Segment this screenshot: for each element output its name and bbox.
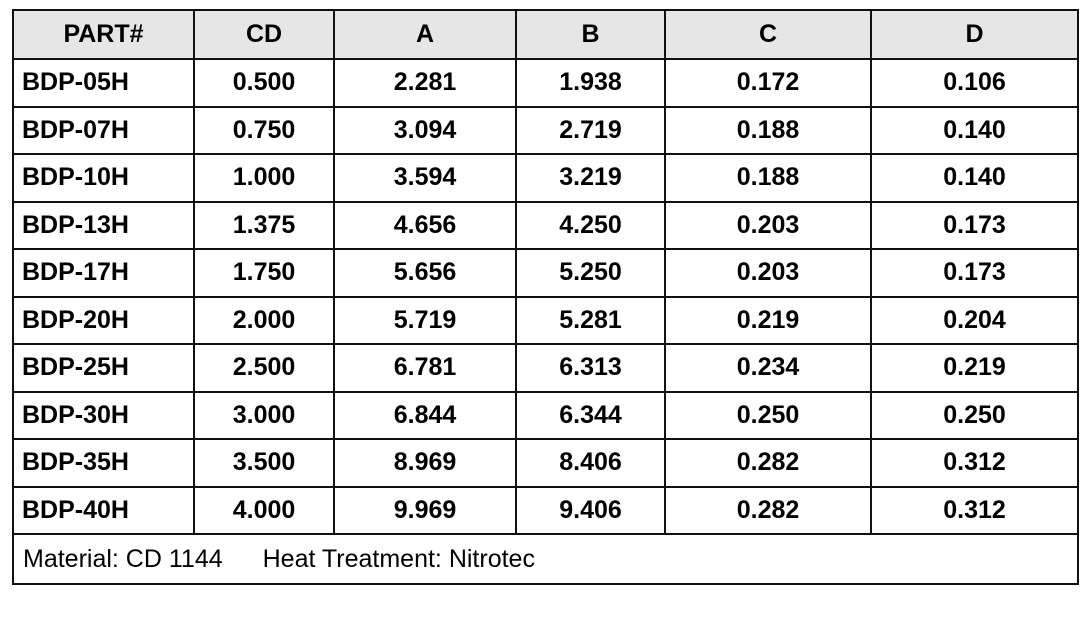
cell-a: 3.094 (333, 105, 517, 155)
table-body: BDP-05H 0.500 2.281 1.938 0.172 0.106 BDP-07H 0… (12, 58, 1079, 535)
cell-d: 0.219 (870, 343, 1079, 393)
cell-a: 9.969 (333, 485, 517, 535)
cell-d: 0.140 (870, 105, 1079, 155)
cell-part-number: BDP-40H (12, 485, 195, 535)
cell-part-number: BDP-07H (12, 105, 195, 155)
cell-cd: 2.000 (193, 295, 335, 345)
column-header-d: D (870, 9, 1079, 60)
cell-b: 4.250 (515, 200, 666, 250)
cell-c: 0.203 (664, 200, 872, 250)
cell-b: 6.344 (515, 390, 666, 440)
table-row: BDP-30H 3.000 6.844 6.344 0.250 0.250 (12, 390, 1079, 440)
cell-c: 0.172 (664, 58, 872, 108)
cell-b: 1.938 (515, 58, 666, 108)
material-text: Material: CD 1144 (23, 544, 223, 573)
cell-a: 2.281 (333, 58, 517, 108)
cell-d: 0.204 (870, 295, 1079, 345)
cell-cd: 1.750 (193, 248, 335, 298)
cell-a: 3.594 (333, 153, 517, 203)
cell-a: 5.656 (333, 248, 517, 298)
cell-cd: 3.000 (193, 390, 335, 440)
cell-d: 0.312 (870, 438, 1079, 488)
cell-d: 0.106 (870, 58, 1079, 108)
footer-row: Material: CD 1144 Heat Treatment: Nitrote… (12, 533, 1079, 585)
cell-b: 5.281 (515, 295, 666, 345)
cell-d: 0.140 (870, 153, 1079, 203)
cell-part-number: BDP-25H (12, 343, 195, 393)
cell-cd: 3.500 (193, 438, 335, 488)
cell-cd: 1.000 (193, 153, 335, 203)
cell-d: 0.173 (870, 248, 1079, 298)
cell-c: 0.188 (664, 153, 872, 203)
cell-a: 6.844 (333, 390, 517, 440)
column-header-cd: CD (193, 9, 335, 60)
cell-part-number: BDP-13H (12, 200, 195, 250)
table-row: BDP-10H 1.000 3.594 3.219 0.188 0.140 (12, 153, 1079, 203)
cell-part-number: BDP-10H (12, 153, 195, 203)
cell-d: 0.250 (870, 390, 1079, 440)
cell-b: 6.313 (515, 343, 666, 393)
material-note: Material: CD 1144 Heat Treatment: Nitrote… (12, 533, 1079, 585)
header-row: PART# CD A B C D (12, 9, 1079, 60)
cell-c: 0.188 (664, 105, 872, 155)
cell-cd: 4.000 (193, 485, 335, 535)
cell-cd: 2.500 (193, 343, 335, 393)
cell-b: 5.250 (515, 248, 666, 298)
heat-treatment-text: Heat Treatment: Nitrotec (262, 544, 535, 573)
cell-c: 0.203 (664, 248, 872, 298)
table-row: BDP-35H 3.500 8.969 8.406 0.282 0.312 (12, 438, 1079, 488)
cell-d: 0.173 (870, 200, 1079, 250)
parts-spec-table: PART# CD A B C D BDP-05H 0.500 2.281 1.938 0… (12, 9, 1079, 585)
cell-c: 0.282 (664, 485, 872, 535)
table-row: BDP-07H 0.750 3.094 2.719 0.188 0.140 (12, 105, 1079, 155)
cell-c: 0.234 (664, 343, 872, 393)
table-row: BDP-40H 4.000 9.969 9.406 0.282 0.312 (12, 485, 1079, 535)
table-row: BDP-20H 2.000 5.719 5.281 0.219 0.204 (12, 295, 1079, 345)
column-header-b: B (515, 9, 666, 60)
table-row: BDP-13H 1.375 4.656 4.250 0.203 0.173 (12, 200, 1079, 250)
cell-c: 0.282 (664, 438, 872, 488)
cell-c: 0.219 (664, 295, 872, 345)
cell-cd: 0.500 (193, 58, 335, 108)
cell-part-number: BDP-35H (12, 438, 195, 488)
column-header-a: A (333, 9, 517, 60)
table-row: BDP-05H 0.500 2.281 1.938 0.172 0.106 (12, 58, 1079, 108)
cell-part-number: BDP-20H (12, 295, 195, 345)
cell-a: 4.656 (333, 200, 517, 250)
cell-a: 6.781 (333, 343, 517, 393)
cell-b: 2.719 (515, 105, 666, 155)
cell-b: 3.219 (515, 153, 666, 203)
cell-b: 8.406 (515, 438, 666, 488)
cell-cd: 1.375 (193, 200, 335, 250)
cell-part-number: BDP-05H (12, 58, 195, 108)
table-row: BDP-25H 2.500 6.781 6.313 0.234 0.219 (12, 343, 1079, 393)
cell-a: 5.719 (333, 295, 517, 345)
table-row: BDP-17H 1.750 5.656 5.250 0.203 0.173 (12, 248, 1079, 298)
cell-a: 8.969 (333, 438, 517, 488)
cell-part-number: BDP-30H (12, 390, 195, 440)
cell-part-number: BDP-17H (12, 248, 195, 298)
cell-c: 0.250 (664, 390, 872, 440)
column-header-c: C (664, 9, 872, 60)
cell-cd: 0.750 (193, 105, 335, 155)
cell-d: 0.312 (870, 485, 1079, 535)
column-header-part: PART# (12, 9, 195, 60)
cell-b: 9.406 (515, 485, 666, 535)
